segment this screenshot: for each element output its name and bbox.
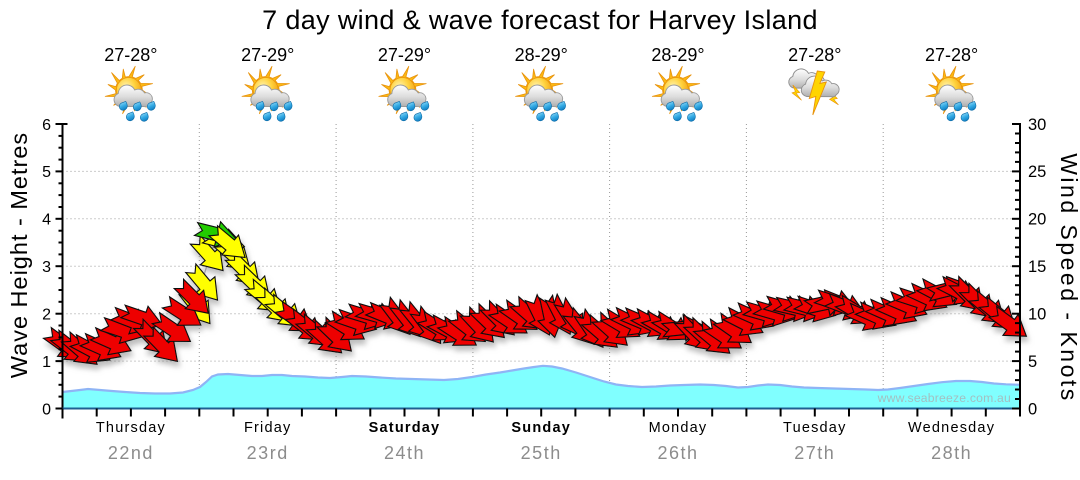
svg-text:5: 5 — [1028, 353, 1037, 371]
svg-text:7 day wind & wave forecast for: 7 day wind & wave forecast for Harvey Is… — [262, 5, 818, 35]
svg-text:4: 4 — [42, 212, 51, 229]
svg-text:Wednesday: Wednesday — [908, 420, 995, 436]
svg-text:Saturday: Saturday — [369, 420, 441, 436]
svg-text:27-28°: 27-28° — [104, 45, 157, 65]
svg-text:30: 30 — [1028, 116, 1046, 134]
svg-text:25: 25 — [1028, 163, 1046, 181]
svg-text:27th: 27th — [794, 443, 835, 463]
svg-text:3: 3 — [42, 259, 51, 276]
svg-text:0: 0 — [42, 401, 51, 418]
svg-text:27-28°: 27-28° — [925, 45, 978, 65]
svg-text:22nd: 22nd — [108, 443, 154, 463]
svg-text:www.seabreeze.com.au: www.seabreeze.com.au — [877, 391, 1011, 405]
svg-text:Sunday: Sunday — [511, 420, 571, 436]
svg-text:26th: 26th — [657, 443, 698, 463]
svg-text:20: 20 — [1028, 211, 1046, 229]
svg-text:23rd: 23rd — [247, 443, 289, 463]
svg-text:28-29°: 28-29° — [515, 45, 568, 65]
svg-text:27-29°: 27-29° — [378, 45, 431, 65]
svg-text:25th: 25th — [521, 443, 562, 463]
svg-text:Thursday: Thursday — [96, 420, 166, 436]
svg-text:15: 15 — [1028, 258, 1046, 276]
svg-text:28-29°: 28-29° — [651, 45, 704, 65]
svg-text:Tuesday: Tuesday — [783, 420, 846, 436]
svg-text:5: 5 — [42, 164, 51, 181]
svg-text:Wave Height - Metres: Wave Height - Metres — [6, 132, 32, 378]
svg-text:6: 6 — [42, 117, 51, 134]
svg-text:0: 0 — [1028, 400, 1037, 418]
svg-text:1: 1 — [42, 354, 51, 371]
svg-text:27-29°: 27-29° — [241, 45, 294, 65]
svg-text:10: 10 — [1028, 306, 1046, 324]
svg-text:27-28°: 27-28° — [788, 45, 841, 65]
svg-text:28th: 28th — [931, 443, 972, 463]
svg-text:24th: 24th — [384, 443, 425, 463]
svg-text:Wind Speed - Knots: Wind Speed - Knots — [1056, 153, 1080, 403]
svg-text:Friday: Friday — [244, 420, 292, 436]
svg-text:2: 2 — [42, 307, 51, 324]
svg-text:Monday: Monday — [649, 420, 708, 436]
